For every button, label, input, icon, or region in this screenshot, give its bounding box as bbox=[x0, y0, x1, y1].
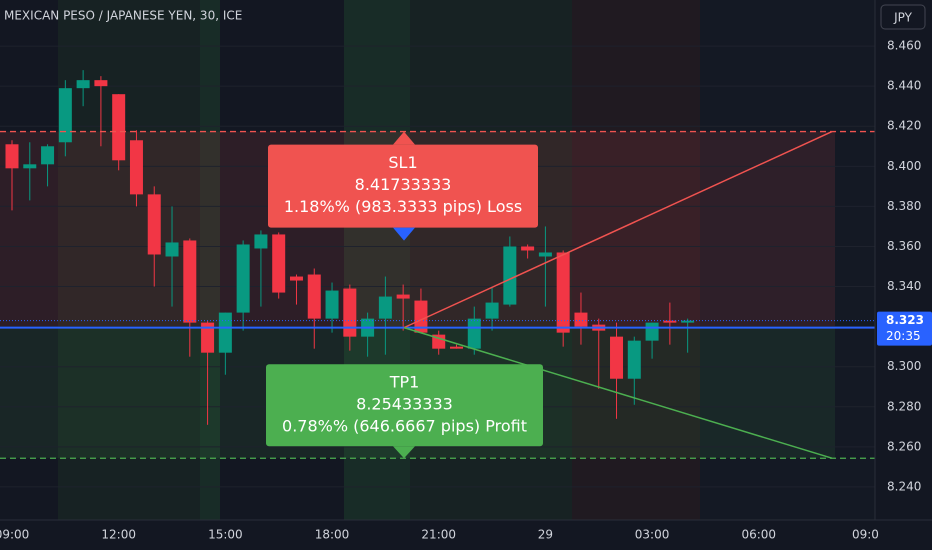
level-value: 8.25433333 bbox=[356, 395, 453, 414]
candle-body bbox=[58, 88, 72, 143]
level-pointer bbox=[393, 131, 415, 145]
candle-body bbox=[289, 276, 303, 281]
x-tick-label: 09:0 bbox=[852, 528, 879, 542]
candle-body bbox=[556, 252, 570, 333]
candle-body bbox=[663, 320, 677, 323]
level-name: TP1 bbox=[389, 373, 420, 392]
candle-body bbox=[610, 336, 624, 379]
x-tick-label: 06:00 bbox=[741, 528, 776, 542]
x-tick-label: 29 bbox=[538, 528, 553, 542]
x-tick-label: 18:00 bbox=[315, 528, 350, 542]
axis-labels: 8.2408.2608.2808.3008.3208.3408.3608.380… bbox=[0, 39, 932, 542]
level-detail: 0.78%% (646.6667 pips) Profit bbox=[282, 417, 527, 436]
price-tag bbox=[877, 311, 932, 346]
y-tick-label: 8.420 bbox=[887, 119, 921, 133]
candle-body bbox=[218, 312, 232, 353]
candle-body bbox=[450, 346, 463, 349]
candle-body bbox=[538, 252, 552, 257]
chart-title: MEXICAN PESO / JAPANESE YEN, 30, ICE bbox=[4, 9, 242, 23]
session-band bbox=[572, 0, 700, 520]
candle-body bbox=[129, 140, 143, 195]
y-tick-label: 8.340 bbox=[887, 279, 921, 293]
x-tick-label: 12:00 bbox=[101, 528, 136, 542]
y-tick-label: 8.360 bbox=[887, 239, 921, 253]
candle-body bbox=[396, 294, 410, 299]
candle-body bbox=[467, 318, 481, 349]
loss-target-line bbox=[403, 130, 833, 329]
y-tick-label: 8.380 bbox=[887, 199, 921, 213]
currency-button[interactable] bbox=[880, 4, 926, 30]
candle-body bbox=[272, 234, 286, 293]
y-tick-label: 8.280 bbox=[887, 399, 921, 413]
level-pointer bbox=[393, 227, 415, 241]
candle-body bbox=[503, 246, 517, 305]
y-tick-label: 8.260 bbox=[887, 439, 921, 453]
level-value: 8.41733333 bbox=[355, 175, 452, 194]
level-name: SL1 bbox=[388, 153, 417, 172]
price-tag-label: 8.323 bbox=[886, 313, 924, 327]
candle-body bbox=[325, 290, 339, 319]
candle-body bbox=[41, 146, 55, 165]
candle-body bbox=[94, 80, 108, 87]
candle-body bbox=[254, 234, 268, 249]
candle-body bbox=[165, 242, 179, 257]
marks bbox=[5, 70, 695, 425]
session-band bbox=[700, 0, 875, 520]
candle-body bbox=[378, 296, 392, 319]
level-box bbox=[266, 364, 543, 447]
candle-body bbox=[147, 194, 161, 255]
candle-body bbox=[485, 302, 499, 319]
candle-body bbox=[432, 334, 446, 349]
candle-body bbox=[236, 244, 250, 313]
level-pointer bbox=[393, 446, 415, 459]
profit-target-line bbox=[403, 326, 833, 459]
candle-body bbox=[183, 240, 197, 323]
countdown-label: 20:35 bbox=[886, 329, 921, 343]
y-tick-label: 8.460 bbox=[887, 39, 921, 53]
session-band bbox=[200, 0, 220, 520]
level-detail: 1.18%% (983.3333 pips) Loss bbox=[284, 197, 522, 216]
candle-body bbox=[201, 322, 215, 353]
candle-body bbox=[343, 288, 357, 337]
candle-body bbox=[521, 246, 535, 251]
x-tick-label: 21:00 bbox=[421, 528, 456, 542]
currency-label[interactable]: JPY bbox=[893, 11, 913, 25]
level-box bbox=[268, 144, 538, 228]
candle-body bbox=[112, 94, 126, 161]
x-tick-label: 09:00 bbox=[0, 528, 29, 542]
y-tick-label: 8.440 bbox=[887, 79, 921, 93]
candle-body bbox=[414, 300, 428, 333]
x-tick-label: 03:00 bbox=[635, 528, 670, 542]
y-tick-label: 8.240 bbox=[887, 479, 921, 493]
candle-body bbox=[23, 164, 37, 169]
candle-body bbox=[5, 144, 19, 169]
y-tick-label: 8.400 bbox=[887, 159, 921, 173]
x-tick-label: 15:00 bbox=[208, 528, 243, 542]
candle-body bbox=[645, 322, 659, 341]
candle-body bbox=[307, 274, 321, 319]
overlay: SL1 8.41733333 1.18%% (983.3333 pips) Loss… bbox=[0, 130, 875, 459]
candle-body bbox=[574, 312, 588, 327]
candle-body bbox=[681, 320, 695, 323]
y-tick-label: 8.300 bbox=[887, 359, 921, 373]
price-axis bbox=[875, 0, 932, 550]
candle-body bbox=[76, 80, 90, 89]
candle-body bbox=[627, 340, 641, 379]
